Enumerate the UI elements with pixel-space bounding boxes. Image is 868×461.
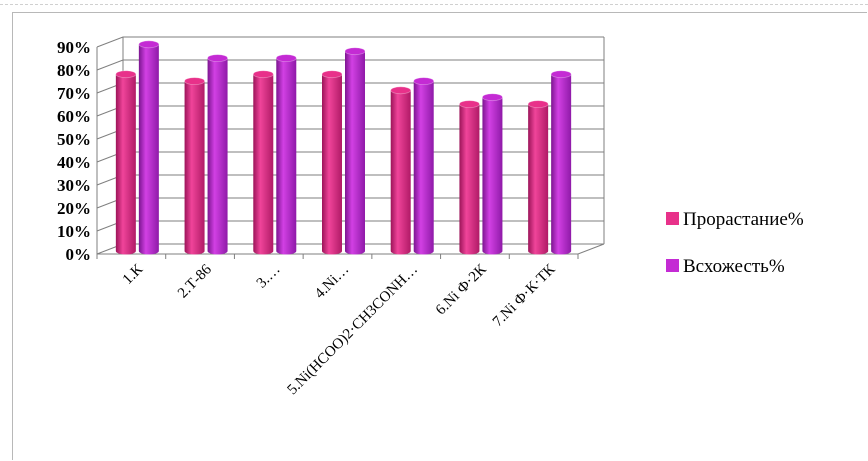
bar-top: [207, 54, 228, 62]
bar-germination: [115, 70, 137, 255]
bar-body: [390, 90, 411, 255]
x-category-label: 3.…: [254, 262, 284, 292]
bar-emergence: [138, 40, 160, 255]
bar-body: [482, 97, 503, 255]
x-category-label: 5.Ni(HCOO)2·CH3CONH…: [285, 262, 422, 399]
bar-top: [550, 70, 572, 79]
bar-germination: [527, 100, 549, 255]
bar-top: [482, 93, 503, 102]
bar-emergence: [275, 54, 297, 255]
legend-swatch: [666, 259, 679, 272]
bar-top: [321, 70, 343, 79]
bar-body: [459, 104, 480, 255]
bar-body: [115, 74, 136, 255]
bar-body: [528, 104, 549, 255]
bar-top: [390, 86, 412, 95]
y-tick-label: 50%: [57, 130, 91, 149]
x-category-label: 4.Ni…: [312, 262, 352, 302]
bars-layer: [115, 40, 572, 255]
top-border-dash: [0, 0, 868, 5]
bar-emergence: [550, 70, 572, 255]
x-category-label: 6.Ni Ф·2К: [433, 261, 491, 319]
legend-label: Прорастание%: [683, 209, 804, 230]
y-tick-label: 60%: [57, 107, 91, 126]
bar-emergence: [344, 47, 366, 255]
bar-germination: [184, 77, 205, 255]
bar-body: [184, 81, 205, 255]
bar-top: [115, 70, 137, 79]
bar-top: [527, 100, 549, 108]
bar-top: [138, 40, 160, 49]
bar-top: [344, 47, 366, 56]
bar-body: [276, 58, 297, 255]
bar-body: [253, 74, 274, 255]
bar-body: [207, 58, 228, 255]
bar-germination: [321, 70, 343, 255]
bar-germination: [390, 86, 412, 255]
bar-emergence: [482, 93, 503, 255]
x-category-label: 2.Т-86: [175, 261, 215, 301]
bar-body: [138, 44, 159, 255]
y-tick-label: 40%: [57, 153, 91, 172]
x-category-label: 7.Ni Ф·К·ТК: [490, 261, 559, 330]
x-category-label: 1.К: [120, 261, 147, 288]
bar-top: [184, 77, 205, 85]
bar-emergence: [207, 54, 228, 255]
y-tick-label: 10%: [57, 222, 91, 241]
y-tick-label: 70%: [57, 84, 91, 103]
bar-top: [252, 70, 274, 79]
legend: Прорастание% Всхожесть%: [666, 209, 804, 277]
y-tick-label: 90%: [57, 38, 91, 57]
y-tick-label: 30%: [57, 176, 91, 195]
y-tick-label: 20%: [57, 199, 91, 218]
chart-frame: [12, 12, 867, 460]
bar-top: [459, 100, 480, 108]
y-axis-ticks: 0% 10% 20% 30% 40% 50% 60% 70% 80% 90%: [57, 38, 91, 264]
bar-top: [413, 77, 435, 85]
legend-label: Всхожесть%: [683, 256, 785, 277]
bar-germination: [252, 70, 274, 255]
bar-body: [345, 51, 365, 255]
legend-swatch: [666, 212, 679, 225]
y-tick-label: 80%: [57, 61, 91, 80]
bar-body: [413, 81, 434, 255]
bar-emergence: [413, 77, 435, 255]
bar-top: [275, 54, 297, 62]
bar-germination: [459, 100, 480, 255]
bar-body: [322, 74, 342, 255]
y-tick-label: 0%: [66, 245, 92, 264]
bar-body: [551, 74, 572, 255]
x-axis-labels: 1.К 2.Т-86 3.… 4.Ni…5.Ni(HCOO)2·CH3CONH… 6.N…: [120, 261, 559, 398]
